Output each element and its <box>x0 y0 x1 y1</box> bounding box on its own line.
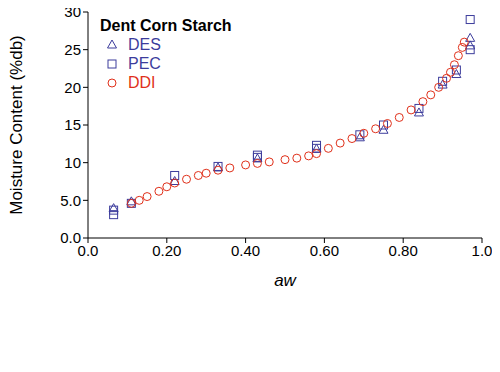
svg-text:5.0: 5.0 <box>60 192 81 209</box>
svg-text:0.80: 0.80 <box>389 242 418 259</box>
svg-text:0.60: 0.60 <box>310 242 339 259</box>
svg-text:aw: aw <box>274 271 297 290</box>
svg-text:Moisture Content (%db): Moisture Content (%db) <box>8 35 26 215</box>
html-text:Dent Corn Starch: Dent Corn Starch <box>100 17 232 34</box>
html-text:DES: DES <box>128 36 161 53</box>
svg-text:0.40: 0.40 <box>231 242 260 259</box>
html-text:DDI: DDI <box>128 74 156 91</box>
svg-text:0.20: 0.20 <box>152 242 181 259</box>
svg-text:20: 20 <box>64 79 81 96</box>
svg-text:0.0: 0.0 <box>60 229 81 246</box>
svg-text:25: 25 <box>64 41 81 58</box>
svg-text:1.0: 1.0 <box>472 242 492 259</box>
svg-text:0.0: 0.0 <box>77 241 99 259</box>
svg-text:15: 15 <box>64 116 81 133</box>
html-text:PEC: PEC <box>128 55 161 72</box>
svg-text:10: 10 <box>64 154 81 171</box>
svg-text:30: 30 <box>64 8 81 20</box>
